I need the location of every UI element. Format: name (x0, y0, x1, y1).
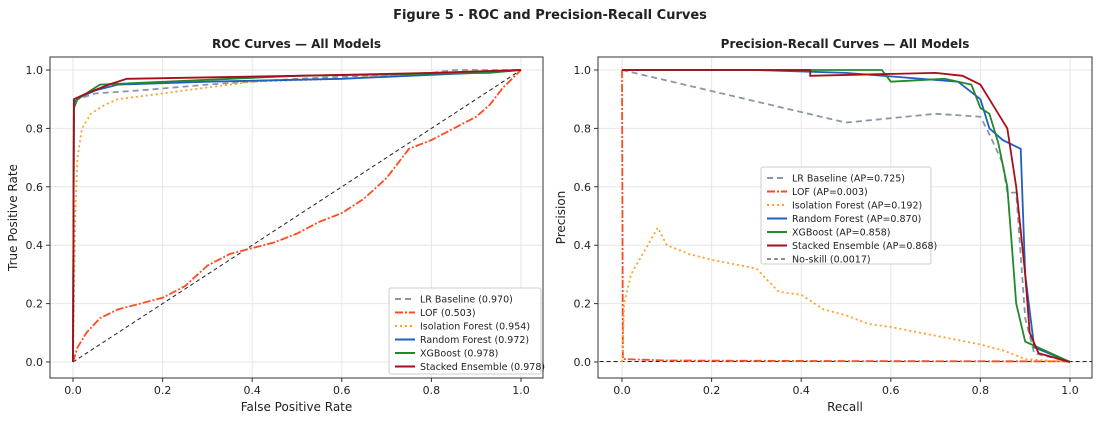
x-axis-label: False Positive Rate (241, 400, 353, 414)
x-tick-label: 0.4 (243, 384, 261, 397)
legend-entry: LR Baseline (AP=0.725) (792, 174, 905, 185)
y-tick-label: 0.0 (574, 356, 592, 369)
y-tick-label: 0.4 (574, 239, 592, 252)
figure-title: Figure 5 - ROC and Precision-Recall Curv… (393, 8, 707, 23)
series-line-lof (621, 69, 1071, 363)
y-tick-label: 0.6 (574, 181, 592, 194)
series-line-random-forest (622, 69, 1071, 363)
legend-box (760, 166, 932, 265)
legend-entry: Stacked Ensemble (0.978) (420, 362, 545, 373)
legend: LR Baseline (0.970) LOF (0.503) Isolation … (388, 287, 545, 375)
x-tick-label: 0.4 (792, 384, 810, 397)
legend-entry: XGBoost (0.978) (420, 349, 498, 360)
chart-pr: 0.0 0.2 0.4 0.6 0.8 1.0 0.0 0.2 0.4 0.6 0.8 1.0 Prec… (554, 37, 1093, 414)
legend-entry: Stacked Ensemble (AP=0.868) (792, 241, 937, 252)
y-tick-label: 1.0 (26, 64, 44, 77)
legend-entry: Random Forest (AP=0.870) (792, 214, 921, 225)
y-tick-label: 0.6 (26, 181, 44, 194)
series-line-xgboost (622, 69, 1071, 363)
legend-entry: XGBoost (AP=0.858) (792, 228, 891, 239)
legend: LR Baseline (AP=0.725) LOF (AP=0.003) Isol… (760, 166, 937, 266)
y-tick-label: 0.2 (26, 298, 44, 311)
chart-roc: 0.0 0.2 0.4 0.6 0.8 1.0 0.0 0.2 0.4 0.6 0.8 1.0 ROC … (6, 37, 545, 414)
y-tick-label: 0.0 (26, 356, 44, 369)
x-tick-label: 1.0 (512, 384, 530, 397)
legend-entry: Isolation Forest (0.954) (420, 322, 530, 333)
y-tick-label: 0.2 (574, 298, 592, 311)
axes-frame (49, 56, 544, 379)
axes-frame (597, 56, 1093, 379)
series-line-lr-baseline (621, 69, 1071, 363)
x-tick-label: 1.0 (1061, 384, 1079, 397)
x-axis-label: Recall (827, 400, 863, 414)
y-tick-label: 0.8 (574, 122, 592, 135)
y-tick-label: 0.4 (26, 239, 44, 252)
legend-entry: Isolation Forest (AP=0.192) (792, 201, 922, 212)
legend-entry: No-skill (0.0017) (792, 255, 871, 266)
x-tick-label: 0.6 (333, 384, 351, 397)
x-tick-label: 0.6 (882, 384, 900, 397)
y-tick-label: 1.0 (574, 64, 592, 77)
x-tick-label: 0.8 (423, 384, 441, 397)
series-line-stacked-ensemble (72, 69, 522, 363)
y-axis-label: True Positive Rate (6, 164, 20, 272)
x-tick-label: 0.0 (613, 384, 631, 397)
legend-entry: LOF (0.503) (420, 308, 476, 319)
series-line-lof (72, 69, 522, 363)
legend-box (388, 287, 542, 375)
chart-title: ROC Curves — All Models (212, 37, 381, 51)
x-tick-label: 0.0 (64, 384, 82, 397)
series-line-stacked-ensemble (622, 69, 1071, 363)
legend-entry: LOF (AP=0.003) (792, 187, 868, 198)
series-line-no-skill (72, 69, 522, 363)
chart-title: Precision-Recall Curves — All Models (721, 37, 970, 51)
legend-entry: Random Forest (0.972) (420, 335, 529, 346)
y-axis-label: Precision (554, 191, 568, 245)
x-tick-label: 0.8 (972, 384, 990, 397)
legend-entry: LR Baseline (0.970) (420, 295, 513, 306)
y-tick-label: 0.8 (26, 122, 44, 135)
x-tick-label: 0.2 (154, 384, 172, 397)
x-tick-label: 0.2 (703, 384, 721, 397)
